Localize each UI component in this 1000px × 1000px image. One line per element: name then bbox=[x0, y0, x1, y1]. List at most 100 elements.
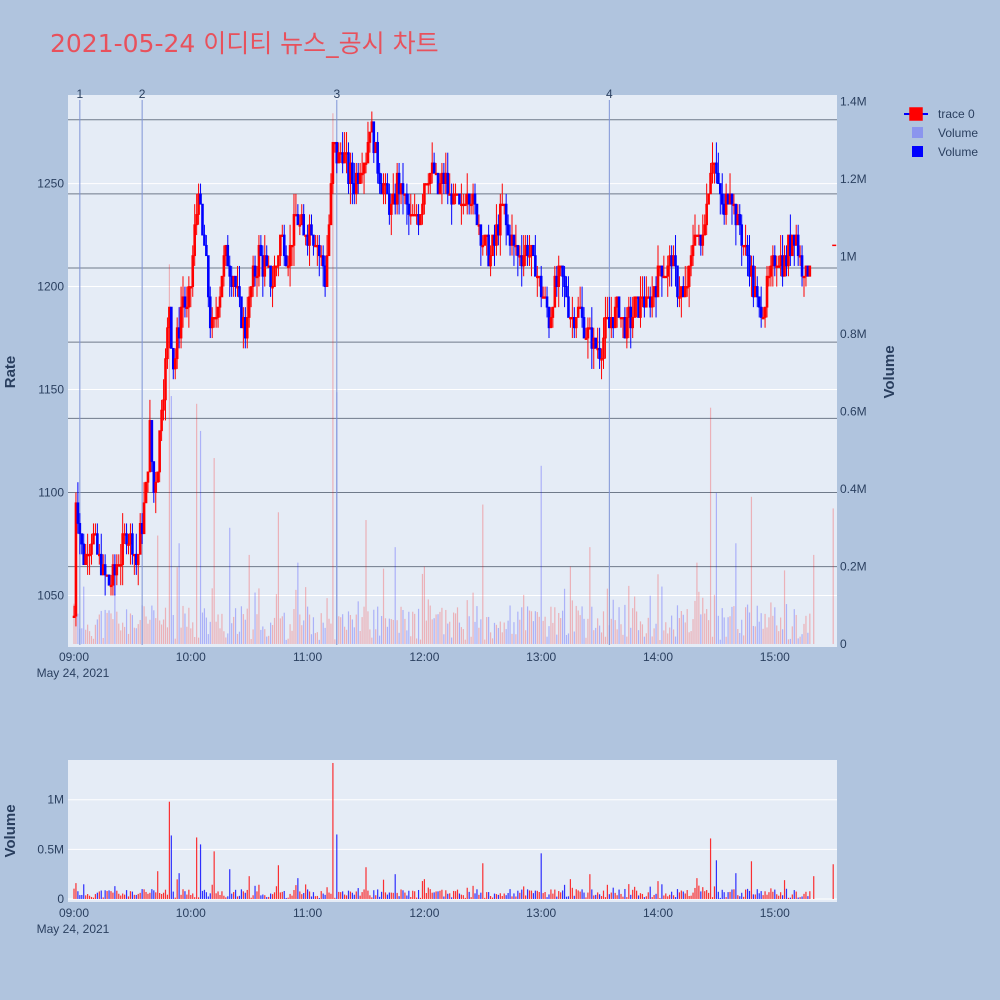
volume-overlay-bar bbox=[264, 629, 266, 644]
candle-body bbox=[372, 121, 376, 154]
volume-bar bbox=[684, 893, 686, 899]
candle-body bbox=[777, 265, 780, 268]
volume-bar bbox=[746, 888, 749, 899]
volume-overlay-bar bbox=[209, 621, 211, 644]
volume-overlay-bar bbox=[449, 621, 451, 644]
candle-body bbox=[282, 234, 286, 257]
volume-overlay-bar bbox=[118, 623, 120, 644]
candle-body bbox=[765, 275, 769, 308]
legend-item-candle[interactable]: trace 0 bbox=[904, 107, 975, 121]
volume-bar bbox=[83, 884, 85, 899]
candle-body bbox=[370, 121, 374, 133]
volume-bar bbox=[268, 896, 270, 899]
rate-tick-label: 1200 bbox=[37, 280, 64, 294]
volume-bar bbox=[593, 895, 595, 899]
candle-body bbox=[785, 255, 788, 267]
volume-overlay-bar bbox=[577, 610, 579, 644]
volume-overlay-bar bbox=[513, 622, 515, 644]
legend-item-volume-light[interactable]: Volume bbox=[912, 126, 978, 140]
candle-body bbox=[567, 296, 570, 318]
volume-overlay-bar bbox=[493, 622, 496, 644]
volume-bar bbox=[766, 894, 768, 899]
candle-body bbox=[251, 265, 255, 287]
volume-overlay-bar bbox=[511, 633, 513, 644]
candle-body bbox=[580, 306, 584, 318]
candle-body bbox=[193, 224, 196, 257]
legend-item-volume-blue[interactable]: Volume bbox=[912, 145, 978, 159]
volume-overlay-bar bbox=[90, 636, 93, 644]
candle-body bbox=[339, 152, 342, 155]
candle-body bbox=[238, 286, 241, 298]
candle-body bbox=[757, 296, 761, 308]
volume-bar bbox=[612, 887, 614, 899]
volume-axis-title-bottom: Volume bbox=[2, 804, 19, 857]
volume-bar bbox=[209, 893, 211, 899]
volume-bar bbox=[478, 894, 480, 899]
candle-body bbox=[298, 224, 302, 227]
volume-overlay-bar bbox=[246, 608, 248, 644]
volume-overlay-bar bbox=[795, 614, 797, 644]
candle-body bbox=[175, 327, 179, 360]
volume-overlay-bar bbox=[495, 624, 498, 644]
volume-overlay-bar bbox=[215, 621, 217, 644]
volume-bar bbox=[303, 892, 305, 899]
volume-bar bbox=[340, 892, 342, 899]
volume-overlay-bar bbox=[184, 613, 186, 644]
volume-overlay-bar bbox=[233, 616, 235, 644]
volume-overlay-bar bbox=[268, 635, 270, 644]
volume-bar bbox=[614, 892, 616, 899]
volume-overlay-bar bbox=[708, 620, 710, 644]
volume-overlay-bar bbox=[462, 629, 464, 644]
candle-body bbox=[403, 193, 407, 196]
candle-body bbox=[216, 306, 220, 318]
volume-bar bbox=[610, 892, 612, 899]
volume-overlay-bar bbox=[466, 600, 468, 644]
candle-body bbox=[738, 214, 742, 226]
candle-body bbox=[740, 224, 744, 246]
candle-body bbox=[652, 286, 656, 298]
volume-bar bbox=[534, 890, 536, 899]
volume-overlay-bar bbox=[649, 595, 651, 644]
volume-overlay-bar bbox=[441, 607, 443, 644]
candle-body bbox=[703, 224, 707, 236]
volume-overlay-bar bbox=[162, 619, 165, 644]
candle-body bbox=[654, 286, 658, 298]
volume-bar bbox=[433, 892, 435, 899]
volume-overlay-bar bbox=[270, 622, 272, 644]
volume-overlay-bar bbox=[100, 610, 102, 644]
volume-bar bbox=[96, 892, 98, 899]
candle-body bbox=[279, 234, 282, 257]
volume-bars bbox=[73, 762, 834, 899]
candle-body bbox=[456, 193, 459, 196]
volume-overlay-bar bbox=[120, 630, 122, 644]
volume-overlay-bar bbox=[458, 622, 461, 644]
volume-bar bbox=[162, 892, 165, 899]
volume-overlay-bar bbox=[211, 588, 213, 644]
volume-bar bbox=[523, 886, 525, 899]
volume-overlay-bar bbox=[242, 614, 244, 644]
candle-body bbox=[633, 296, 636, 318]
candle-body bbox=[732, 203, 736, 207]
volume-overlay-bar bbox=[159, 620, 161, 644]
volume-bar bbox=[484, 897, 486, 899]
candle-body bbox=[351, 162, 354, 184]
candle-body bbox=[160, 409, 163, 432]
volume-overlay-bar bbox=[283, 612, 285, 644]
volume-bar bbox=[437, 891, 439, 899]
volume-bar bbox=[258, 884, 260, 899]
candle-body bbox=[619, 317, 623, 320]
main-date-label: May 24, 2021 bbox=[37, 666, 110, 680]
volume-overlay-bar bbox=[256, 614, 258, 644]
candle-body bbox=[497, 224, 500, 236]
volume-overlay-bar bbox=[579, 615, 581, 644]
volume-overlay-bar bbox=[739, 632, 741, 644]
volume-overlay-bar bbox=[297, 562, 299, 644]
volume-overlay-bar bbox=[338, 616, 340, 644]
candle-body bbox=[347, 152, 350, 184]
volume-bar bbox=[762, 895, 764, 899]
candle-body bbox=[608, 317, 611, 329]
volume-overlay-bar bbox=[83, 586, 85, 644]
volume-bar bbox=[79, 895, 81, 899]
volume-bar bbox=[672, 895, 675, 899]
volume-bar bbox=[581, 889, 583, 899]
